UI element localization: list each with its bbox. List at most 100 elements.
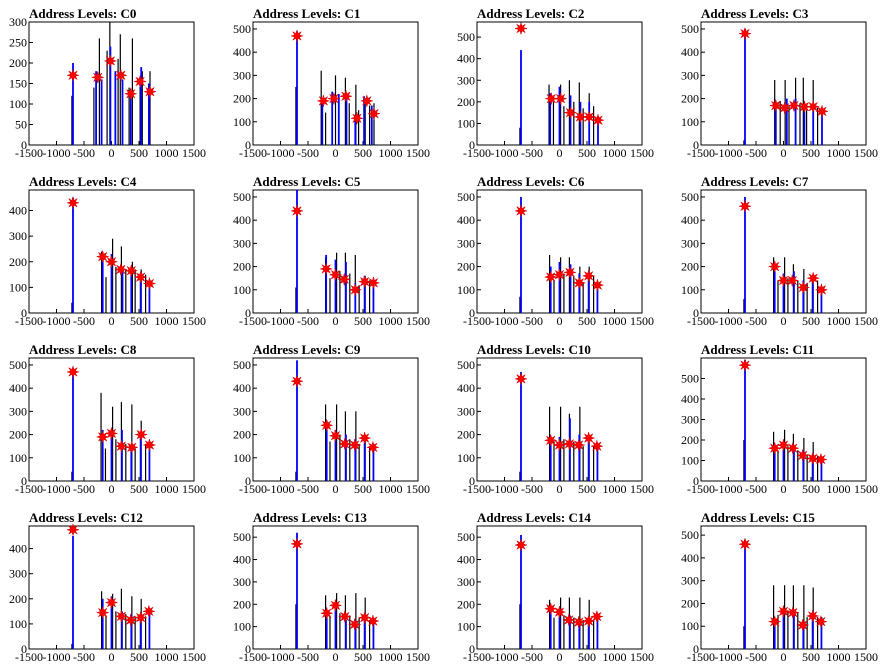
black-bar — [563, 106, 565, 145]
black-bar — [112, 238, 114, 313]
blue-bar — [334, 429, 337, 481]
x-tick-label: 0 — [109, 482, 115, 496]
blue-bar — [372, 619, 375, 649]
star-marker — [290, 374, 304, 389]
star-marker — [767, 259, 782, 274]
star-marker — [66, 364, 80, 379]
x-tick-label: 1500 — [630, 482, 654, 496]
star-marker — [805, 451, 820, 466]
black-bar — [552, 101, 555, 145]
star-marker — [581, 431, 596, 446]
star-marker — [785, 605, 800, 620]
black-bar — [573, 101, 575, 145]
star-marker — [543, 601, 558, 616]
black-bar — [112, 406, 114, 481]
blue-bar — [587, 439, 590, 481]
star-marker — [543, 433, 558, 448]
blue-bar — [296, 532, 298, 649]
black-bar — [101, 251, 103, 313]
blue-bar — [354, 439, 357, 481]
y-tick-label: 200 — [233, 428, 251, 442]
y-tick-label: 150 — [9, 77, 27, 91]
blue-bar — [130, 446, 133, 481]
y-tick-label: 100 — [9, 617, 27, 631]
y-tick-label: 250 — [9, 36, 27, 50]
subplot-7: Address Levels: C70100200300400500-1500-… — [681, 174, 878, 328]
blue-bar — [121, 429, 123, 481]
x-tick-label: 0 — [781, 650, 787, 664]
y-tick-label: 400 — [457, 52, 475, 66]
y-tick-label: 200 — [681, 260, 699, 274]
blue-bar — [597, 116, 599, 145]
black-bar — [339, 271, 341, 313]
blue-bar — [296, 31, 298, 145]
star-marker — [776, 604, 791, 619]
y-tick-label: 200 — [681, 92, 699, 106]
black-bar — [134, 616, 136, 649]
blue-bar — [820, 287, 823, 313]
black-bar — [774, 80, 776, 145]
black-bar — [320, 70, 322, 145]
y-tick-label: 500 — [457, 190, 475, 204]
star-marker — [738, 199, 752, 214]
subplot-14: Address Levels: C14 0 100 200 300 400 500 -1500… — [457, 510, 654, 664]
x-tick-label: -500 — [745, 482, 767, 496]
y-tick-label: 400 — [233, 213, 251, 227]
blue-bar — [587, 275, 590, 313]
y-tick-label: 500 — [233, 22, 251, 36]
y-tick-label: 300 — [233, 236, 251, 250]
x-tick-label: 0 — [557, 314, 563, 328]
black-bar — [817, 107, 819, 145]
y-tick-label: 500 — [457, 530, 475, 544]
blue-bar — [363, 275, 366, 313]
y-tick-label: 0 — [693, 642, 699, 656]
blue-bar — [569, 95, 572, 145]
star-marker — [337, 609, 352, 624]
x-tick-label: 0 — [557, 482, 563, 496]
star-marker — [66, 522, 80, 537]
star-marker — [328, 598, 343, 613]
black-bar — [593, 446, 595, 481]
star-marker — [367, 106, 381, 121]
blue-bar — [95, 71, 97, 145]
x-tick-label: -1500 — [463, 650, 491, 664]
y-tick-label: 200 — [9, 255, 27, 269]
black-bar — [373, 103, 375, 145]
x-tick-label: 0 — [109, 314, 115, 328]
y-tick-label: 0 — [469, 474, 475, 488]
blue-bar — [520, 50, 522, 146]
blue-bar — [744, 360, 746, 481]
star-marker — [797, 99, 812, 114]
black-bar — [71, 302, 73, 313]
blue-bar — [121, 79, 124, 145]
blue-bar — [321, 100, 324, 145]
subplot-3: Address Levels: C30100200300400500-1500-… — [681, 6, 878, 160]
black-bar — [784, 429, 786, 481]
star-marker — [95, 249, 110, 264]
y-tick-label: 300 — [457, 575, 475, 589]
blue-bar — [520, 196, 522, 313]
star-marker — [561, 612, 576, 627]
black-bar — [71, 471, 73, 481]
x-tick-label: 1500 — [630, 314, 654, 328]
black-bar — [560, 597, 562, 649]
black-bar — [777, 280, 779, 313]
x-tick-label: 500 — [354, 650, 372, 664]
black-bar — [349, 273, 351, 313]
y-tick-label: 0 — [245, 138, 251, 152]
blue-bar — [72, 63, 74, 145]
x-tick-label: -1000 — [267, 314, 295, 328]
black-bar — [563, 439, 565, 481]
star-marker — [813, 452, 828, 467]
star-marker — [141, 604, 156, 619]
blue-bar — [148, 282, 151, 313]
black-bar — [582, 108, 584, 145]
y-tick-label: 100 — [9, 451, 27, 465]
blue-bar — [773, 444, 776, 481]
black-bar — [141, 71, 143, 145]
star-marker — [357, 431, 372, 446]
star-marker — [104, 595, 119, 610]
x-tick-label: 1500 — [182, 482, 206, 496]
black-bar — [145, 616, 147, 649]
black-bar — [145, 443, 147, 481]
